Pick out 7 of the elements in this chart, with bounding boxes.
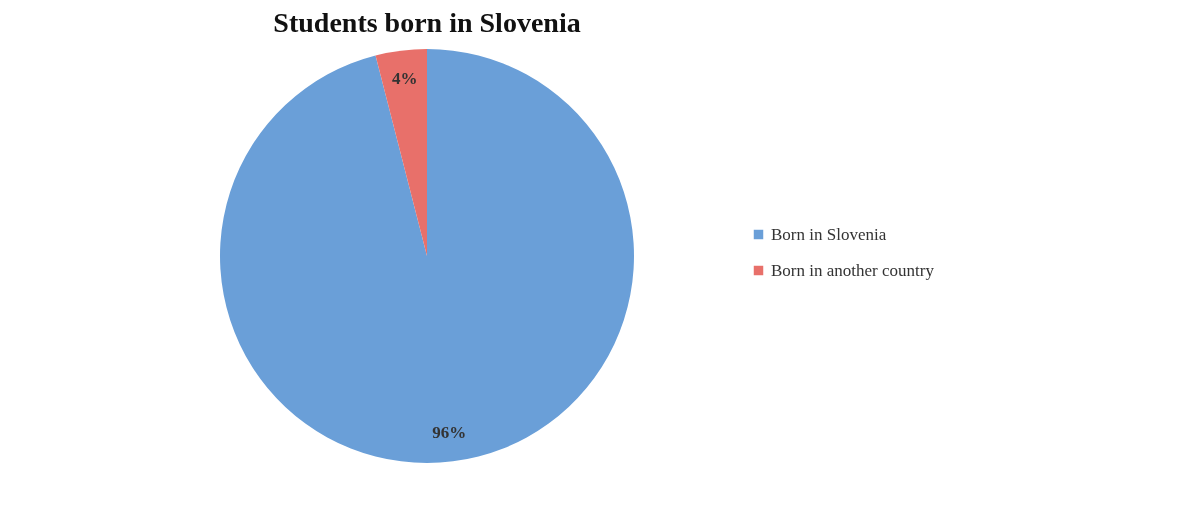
legend-label: Born in Slovenia xyxy=(771,224,887,244)
data-label: 4% xyxy=(391,69,418,89)
pie-slice xyxy=(220,49,634,463)
data-label: 96% xyxy=(432,422,467,442)
pie-slice xyxy=(375,49,427,256)
legend-label: Born in another country xyxy=(771,260,935,280)
chart-title: Students born in Slovenia xyxy=(273,7,581,38)
